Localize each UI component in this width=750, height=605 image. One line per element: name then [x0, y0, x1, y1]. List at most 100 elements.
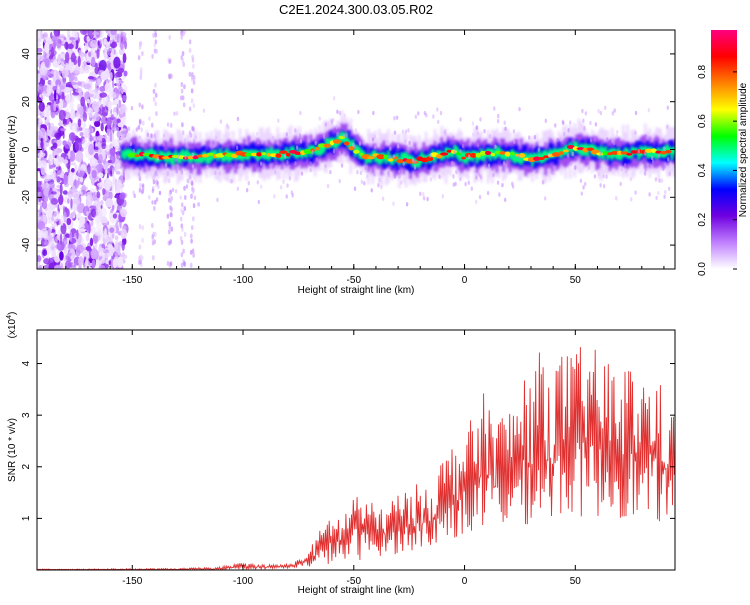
ridge-peak [279, 150, 288, 154]
noise-speckle [43, 36, 52, 45]
snr-background [37, 330, 675, 570]
noise-streak [137, 124, 141, 130]
noise-speckle [99, 111, 108, 117]
noise-streak [138, 44, 142, 50]
scatter-dot [353, 144, 357, 150]
noise-speckle [53, 89, 57, 102]
scatter-dot [554, 123, 557, 128]
noise-speckle [94, 200, 98, 205]
noise-streak [190, 88, 194, 94]
y-tick-label: 40 [21, 48, 32, 60]
noise-streak [140, 255, 144, 261]
noise-speckle [71, 185, 76, 193]
noise-speckle [60, 53, 65, 60]
ridge-peak [551, 152, 561, 157]
noise-speckle [52, 142, 58, 149]
scatter-dot [544, 118, 548, 124]
noise-speckle [84, 65, 91, 74]
noise-speckle [40, 228, 49, 239]
noise-streak [181, 122, 184, 128]
noise-streak [138, 224, 142, 230]
noise-speckle [69, 102, 74, 110]
noise-speckle [63, 174, 68, 186]
noise-streak [139, 74, 143, 80]
scatter-dot [129, 141, 133, 147]
scatter-dot [663, 146, 666, 151]
noise-speckle [95, 202, 103, 214]
scatter-dot [257, 139, 260, 145]
noise-speckle [109, 248, 114, 253]
noise-speckle [77, 168, 85, 178]
scatter-dot [651, 159, 655, 164]
scatter-dot [436, 107, 439, 112]
noise-speckle [123, 70, 128, 77]
noise-streak [182, 248, 185, 254]
noise-speckle [77, 118, 82, 128]
noise-speckle [103, 178, 112, 191]
noise-streak [180, 88, 184, 94]
scatter-dot [407, 128, 410, 133]
noise-speckle [39, 93, 42, 98]
scatter-dot [329, 169, 332, 175]
scatter-dot [259, 184, 263, 189]
noise-speckle [40, 140, 44, 149]
scatter-dot [156, 180, 159, 186]
scatter-dot [474, 199, 478, 205]
scatter-dot [663, 164, 666, 169]
noise-speckle [110, 114, 114, 118]
scatter-dot [155, 197, 159, 202]
spectrogram-y-label: Frequency (Hz) [7, 116, 18, 185]
noise-streak [138, 102, 142, 108]
noise-speckle [61, 40, 64, 45]
scatter-dot [657, 190, 660, 196]
scatter-dot [236, 186, 240, 191]
scatter-dot [571, 151, 574, 157]
scatter-dot [311, 150, 314, 155]
y-tick-label: 0 [21, 146, 32, 152]
noise-streak [152, 96, 156, 102]
scatter-dot [616, 129, 619, 135]
x-tick-label: -150 [122, 275, 142, 286]
scatter-dot [615, 134, 619, 139]
ridge-peak [602, 151, 608, 156]
scatter-dot [392, 154, 396, 159]
noise-streak [139, 40, 143, 46]
scatter-dot [411, 158, 415, 163]
scatter-dot [667, 157, 670, 162]
scatter-dot [441, 194, 444, 199]
scatter-dot [259, 161, 263, 166]
noise-streak [192, 63, 195, 69]
noise-speckle [70, 108, 76, 120]
noise-speckle [37, 124, 41, 130]
scatter-dot [566, 153, 570, 158]
noise-speckle [92, 31, 100, 36]
scatter-dot [471, 121, 475, 126]
noise-streak [181, 51, 185, 57]
noise-speckle [42, 249, 48, 256]
y-tick-label: 1 [21, 515, 32, 521]
scatter-dot [332, 117, 335, 123]
scatter-dot [150, 133, 153, 138]
scatter-dot [239, 163, 242, 168]
scatter-dot [567, 128, 570, 133]
scatter-dot [643, 151, 647, 156]
noise-speckle [121, 198, 127, 208]
noise-streak [180, 239, 184, 245]
scatter-dot [359, 170, 363, 176]
noise-streak [183, 206, 187, 212]
scatter-dot [654, 177, 658, 182]
snr-multiplier-close: ) [7, 312, 18, 315]
colorbar-label: Normalized spectral amplitude [738, 82, 749, 217]
scatter-dot [459, 149, 462, 154]
scatter-dot [132, 190, 135, 195]
noise-speckle [89, 237, 94, 247]
noise-streak [169, 122, 173, 128]
scatter-dot [414, 114, 418, 119]
scatter-dot [579, 178, 583, 184]
noise-streak [183, 185, 186, 191]
ridge-peak [344, 141, 350, 146]
noise-speckle [37, 161, 44, 166]
scatter-dot [373, 144, 377, 150]
scatter-dot [353, 186, 357, 191]
x-tick-label: -50 [347, 275, 362, 286]
